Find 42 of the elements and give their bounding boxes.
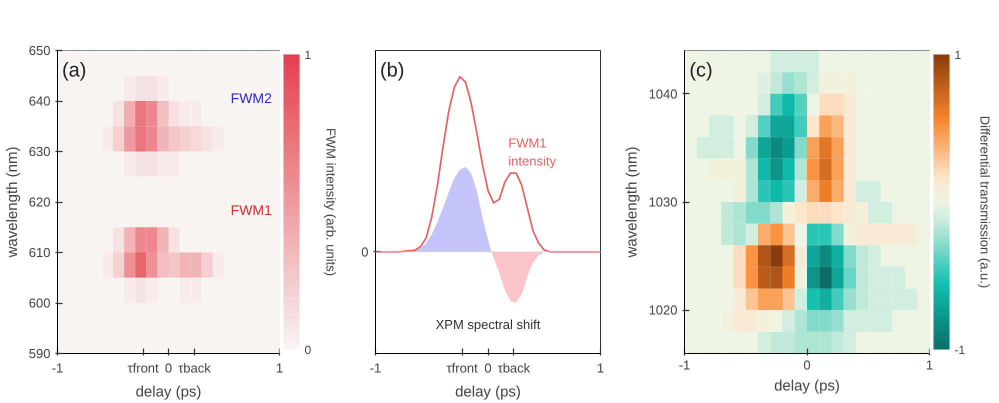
y-tick-label: 620 xyxy=(28,194,51,210)
annotation: FWM1 xyxy=(230,202,272,218)
ref-line-label: 0 xyxy=(361,244,369,260)
color-bar-title: FWM intensity (arb. units) xyxy=(324,128,338,276)
x-tick-label: 1 xyxy=(926,358,934,372)
x-tick-label: 0 xyxy=(803,358,811,372)
x-axis-title: delay (ps) xyxy=(136,384,202,400)
x-tick-label: 1 xyxy=(596,360,604,376)
color-bar-label: 0 xyxy=(304,343,312,357)
color-bar-label: -1 xyxy=(954,343,966,357)
x-tick-label: τback xyxy=(178,360,212,376)
color-bar-label: 1 xyxy=(304,48,312,62)
annotation: FWM2 xyxy=(230,90,272,106)
color-bar-title: Differential transmission (a.u.) xyxy=(978,116,992,288)
color-bar-label: 1 xyxy=(954,48,962,62)
y-tick-label: 1020 xyxy=(648,302,678,318)
x-tick-label: 0 xyxy=(484,360,492,376)
y-axis-title: wavelength (nm) xyxy=(4,146,21,258)
y-tick-label: 630 xyxy=(28,144,51,159)
x-tick-label: -1 xyxy=(370,360,382,376)
annotation: (c) xyxy=(689,60,713,82)
y-tick-label: 1030 xyxy=(648,194,678,210)
x-tick-label: 0 xyxy=(164,360,172,376)
x-axis-title: delay (ps) xyxy=(455,384,521,400)
y-tick-label: 600 xyxy=(28,296,51,310)
annotation: (a) xyxy=(62,60,86,82)
text: XPM spectral shift xyxy=(436,317,541,332)
x-tick-label: τfront xyxy=(446,360,478,376)
y-tick-label: 1040 xyxy=(648,86,678,102)
y-tick-label: 590 xyxy=(28,346,51,361)
annotation: (b) xyxy=(380,60,404,82)
y-tick-label: 640 xyxy=(28,94,51,108)
y-tick-label: 650 xyxy=(28,43,51,58)
x-tick-label: τfront xyxy=(128,360,160,376)
y-tick-label: 610 xyxy=(28,245,51,260)
y-axis-title: wavelength (nm) xyxy=(624,146,641,258)
x-axis-title: delay (ps) xyxy=(774,378,840,394)
x-tick-label: τback xyxy=(498,360,531,376)
x-tick-label: -1 xyxy=(678,358,690,372)
annotation: FWM1 intensity xyxy=(508,135,556,168)
x-tick-label: 1 xyxy=(276,360,284,376)
x-tick-label: -1 xyxy=(52,360,64,376)
